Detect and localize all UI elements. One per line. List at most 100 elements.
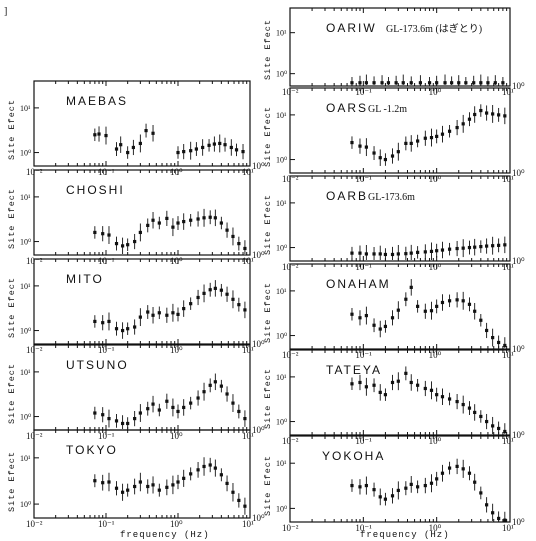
data-point <box>429 481 434 485</box>
data-point <box>390 494 395 498</box>
data-point <box>151 402 155 406</box>
data-point <box>464 81 468 85</box>
data-point <box>231 401 235 405</box>
panel-frame <box>289 175 511 262</box>
y-axis-label: Site Efect <box>263 194 273 255</box>
x-tick-label-right: 10⁰ <box>252 513 265 523</box>
panel-frame <box>33 80 251 167</box>
panel-frame <box>33 258 251 345</box>
data-point <box>120 244 125 248</box>
y-tick-label: 10⁰ <box>20 327 31 336</box>
data-point <box>450 81 454 85</box>
corner-mark: ] <box>4 6 7 17</box>
data-point <box>440 471 445 475</box>
data-point <box>101 413 105 417</box>
data-point <box>234 148 239 152</box>
data-point <box>202 464 206 469</box>
data-point <box>104 133 108 138</box>
data-point <box>386 81 391 85</box>
panel-frame <box>33 429 251 519</box>
data-point <box>146 223 150 227</box>
y-tick-label: 10¹ <box>20 104 31 113</box>
data-point <box>151 131 155 135</box>
y-tick-label: 10⁰ <box>20 149 31 158</box>
data-point <box>404 297 408 301</box>
y-tick-label: 10¹ <box>276 287 287 296</box>
data-point <box>120 490 125 494</box>
data-point <box>196 468 200 472</box>
data-point <box>467 117 472 121</box>
data-point <box>208 215 212 219</box>
data-point <box>383 157 388 162</box>
data-point <box>231 234 235 239</box>
x-tick-label: 10⁻² <box>26 519 43 529</box>
data-point <box>176 312 180 316</box>
data-point <box>364 252 368 256</box>
data-point <box>243 504 247 508</box>
panel-frame <box>289 349 511 436</box>
x-tick-label: 10⁻¹ <box>98 519 115 529</box>
data-point <box>493 81 497 85</box>
data-point <box>182 405 186 410</box>
x-tick-label: 10⁰ <box>170 167 183 177</box>
data-point <box>503 343 507 348</box>
data-point <box>473 245 477 249</box>
data-point <box>202 390 206 394</box>
data-point <box>241 150 245 154</box>
data-point <box>418 81 422 85</box>
data-point <box>114 419 119 423</box>
data-point <box>225 292 229 296</box>
data-point <box>429 309 434 313</box>
data-point <box>404 141 408 145</box>
x-tick-label-right: 10⁰ <box>252 339 265 349</box>
data-point <box>176 221 180 225</box>
data-point <box>372 383 376 387</box>
data-point <box>372 252 376 256</box>
data-point <box>497 516 501 521</box>
data-point <box>394 81 398 85</box>
data-point <box>503 114 507 118</box>
data-point <box>213 466 217 470</box>
x-tick-label-right: 10⁰ <box>252 161 265 171</box>
data-point <box>416 485 420 489</box>
data-point <box>201 145 205 150</box>
data-point <box>358 380 362 385</box>
data-point <box>479 318 483 322</box>
data-point <box>146 484 150 489</box>
data-point <box>126 421 130 426</box>
station-label: OARIW <box>326 21 377 35</box>
x-axis-label-right: frequency (Hz) <box>360 530 450 540</box>
data-point <box>157 311 161 315</box>
data-point <box>189 302 193 306</box>
data-point <box>461 299 465 303</box>
data-point <box>196 396 200 400</box>
data-point <box>503 518 507 522</box>
data-point <box>472 81 476 85</box>
panel-frame <box>289 87 511 174</box>
x-tick-label-right: 10⁰ <box>512 430 525 440</box>
station-label: OARS <box>326 101 368 115</box>
data-point <box>243 246 247 251</box>
data-point <box>485 244 489 248</box>
data-point <box>176 409 180 414</box>
data-point <box>473 410 477 415</box>
x-tick-label: 10¹ <box>242 167 254 177</box>
x-tick-label: 10⁻¹ <box>98 431 115 441</box>
data-point <box>114 327 119 331</box>
data-point <box>447 299 452 303</box>
data-point <box>93 411 97 415</box>
data-point <box>479 414 483 419</box>
station-label: CHOSHI <box>66 183 125 197</box>
data-point <box>243 308 247 312</box>
data-point <box>219 384 223 388</box>
station-label: OARB <box>326 189 368 203</box>
panel-frame <box>33 169 251 256</box>
data-point <box>182 150 186 154</box>
data-point <box>208 383 212 387</box>
data-point <box>429 136 434 140</box>
data-point <box>380 81 384 85</box>
data-point <box>182 219 186 224</box>
data-point <box>479 108 483 113</box>
data-point <box>501 81 505 85</box>
